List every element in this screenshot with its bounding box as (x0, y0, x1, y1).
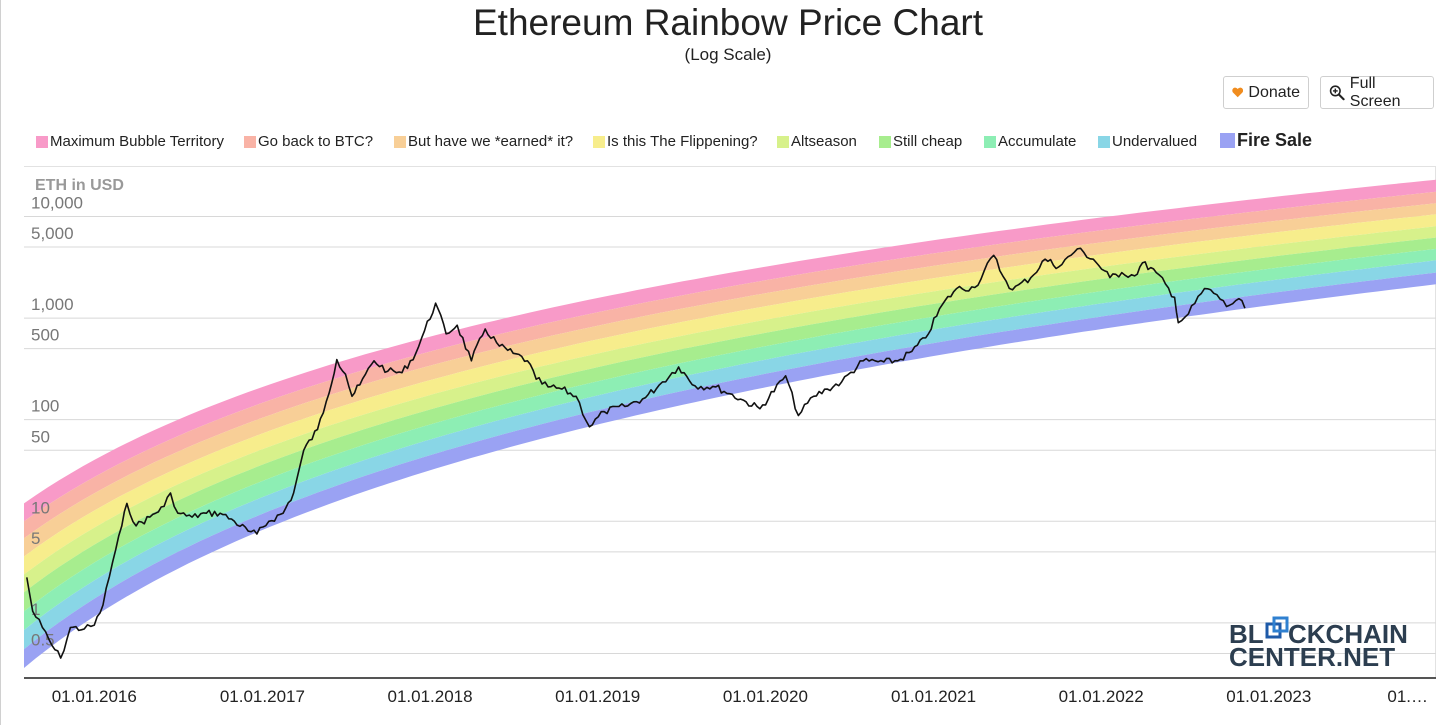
y-tick-label: 50 (31, 427, 50, 446)
donate-label: Donate (1248, 83, 1300, 101)
y-tick-label: 5 (31, 529, 40, 548)
legend-label: Go back to BTC? (258, 133, 374, 150)
left-border (0, 0, 1, 725)
legend-label: Still cheap (893, 133, 963, 150)
logo-text-left: BL (1229, 619, 1264, 649)
y-tick-label: 10,000 (31, 193, 83, 212)
legend-swatch (879, 135, 891, 148)
x-tick-label: 01.01.2017 (220, 687, 305, 706)
legend-item-fire-sale[interactable]: Fire Sale (1220, 130, 1312, 151)
x-axis-ticks: 01.01.2016 01.01.2017 01.01.2018 01.01.2019… (52, 687, 1428, 706)
logo-text-right: CKCHAIN (1288, 619, 1408, 649)
legend-label: Is this The Flippening? (607, 133, 758, 150)
y-tick-label: 5,000 (31, 224, 74, 243)
x-tick-label: 01.01.2016 (52, 687, 137, 706)
y-axis-title: ETH in USD (35, 177, 124, 194)
page-subtitle: (Log Scale) (684, 45, 772, 64)
donate-button[interactable]: Donate (1223, 76, 1309, 109)
y-tick-label: 1,000 (31, 295, 74, 314)
heart-icon (1232, 87, 1244, 98)
x-tick-label: 01.01.2023 (1226, 687, 1311, 706)
y-tick-label: 500 (31, 326, 59, 345)
legend-label: But have we *earned* it? (408, 133, 574, 150)
x-tick-label: 01.01.2022 (1059, 687, 1144, 706)
legend-swatch (36, 135, 48, 148)
legend-swatch (984, 135, 996, 148)
legend-swatch (777, 135, 789, 148)
x-tick-label: 01.01.2020 (723, 687, 808, 706)
legend-item-accumulate[interactable]: Accumulate (984, 133, 1076, 150)
zoom-in-icon (1329, 85, 1345, 101)
legend-label: Fire Sale (1237, 130, 1313, 150)
x-tick-label: 01.01.2021 (891, 687, 976, 706)
y-axis-ticks: 0.5 1 5 10 50 100 500 1,000 5,000 10,000 (31, 193, 83, 649)
legend-swatch (394, 135, 406, 148)
rainbow-bands (24, 179, 1436, 668)
logo-cube-icon (1265, 616, 1289, 639)
fullscreen-button[interactable]: Full Screen (1320, 74, 1434, 110)
y-tick-label: 10 (31, 498, 50, 517)
legend-swatch (244, 135, 256, 148)
price-line (26, 247, 1246, 659)
legend-label: Undervalued (1112, 133, 1198, 150)
price-line-layer (26, 247, 1246, 659)
legend-swatch (1220, 133, 1235, 148)
plot-area (24, 166, 1436, 678)
x-tick-label: 01.01.2018 (388, 687, 473, 706)
legend-item-maximum-bubble[interactable]: Maximum Bubble Territory (36, 133, 224, 150)
legend-swatch (1098, 135, 1110, 148)
fullscreen-label: Full Screen (1349, 74, 1401, 110)
x-tick-label: 01.… (1387, 687, 1428, 706)
y-tick-label: 100 (31, 397, 59, 416)
legend-item-go-back-to-btc[interactable]: Go back to BTC? (244, 133, 373, 150)
page-title: Ethereum Rainbow Price Chart (473, 2, 983, 43)
legend-label: Altseason (791, 133, 857, 150)
y-tick-label: 0.5 (31, 630, 55, 649)
legend-swatch (593, 135, 605, 148)
blockchaincenter-logo: BL CKCHAIN CENTER.NET (1229, 616, 1408, 672)
y-tick-label: 1 (31, 600, 40, 619)
logo-text-bottom: CENTER.NET (1229, 642, 1395, 672)
legend-item-earned-it[interactable]: But have we *earned* it? (394, 133, 573, 150)
legend-item-flippening[interactable]: Is this The Flippening? (593, 133, 758, 150)
x-tick-label: 01.01.2019 (555, 687, 640, 706)
legend-item-altseason[interactable]: Altseason (777, 133, 857, 150)
legend-item-undervalued[interactable]: Undervalued (1098, 133, 1197, 150)
legend-item-still-cheap[interactable]: Still cheap (879, 133, 962, 150)
legend-label: Maximum Bubble Territory (50, 133, 224, 150)
legend-label: Accumulate (998, 133, 1077, 150)
x-axis-line (24, 677, 1436, 679)
